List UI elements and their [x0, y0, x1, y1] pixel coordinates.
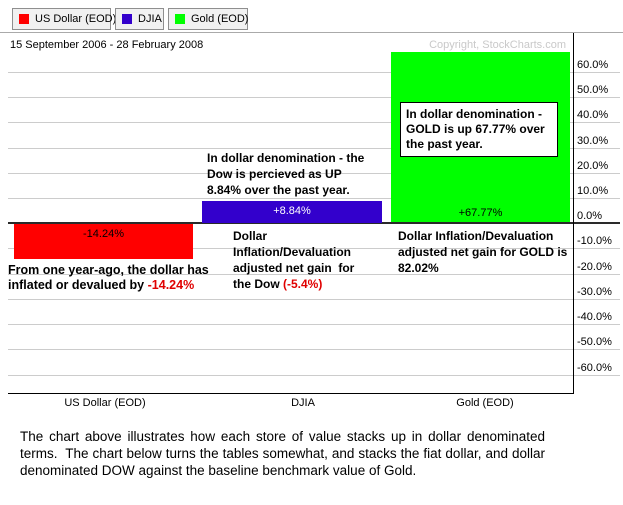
- annotation-line: In dollar denomination - the: [207, 151, 365, 165]
- x-axis-line: [8, 393, 574, 394]
- legend-button-djia[interactable]: DJIA: [115, 8, 164, 30]
- zero-line: [8, 222, 620, 224]
- annotation-line: 82.02%: [398, 261, 439, 275]
- bar-value-label: -14.24%: [83, 228, 124, 240]
- gridline-20: [8, 173, 620, 174]
- annotation-dollar-devaluation: From one year-ago, the dollar has inflat…: [8, 263, 209, 293]
- footer-description-paragraph: The chart above illustrates how each sto…: [20, 429, 549, 478]
- annotation-text: the Dow: [233, 277, 283, 291]
- annotation-text: inflated or devalued by: [8, 278, 148, 292]
- y-tick-label: -40.0%: [577, 311, 612, 323]
- annotation-gold-adjusted-gain: Dollar Inflation/Devaluation adjusted ne…: [398, 228, 567, 276]
- annotation-line: 8.84% over the past year.: [207, 183, 350, 197]
- annotation-highlight-value: (-5.4%): [283, 277, 323, 291]
- legend-label: US Dollar (EOD): [35, 13, 117, 25]
- annotation-line: adjusted net gain for: [233, 261, 355, 275]
- y-tick-label: 40.0%: [577, 109, 609, 121]
- y-tick-label: -50.0%: [577, 336, 612, 348]
- annotation-dow-perception: In dollar denomination - the Dow is perc…: [207, 150, 364, 198]
- gridline-neg40: [8, 324, 620, 325]
- gridline-neg30: [8, 299, 620, 300]
- y-tick-label: -10.0%: [577, 235, 612, 247]
- us-dollar-color-swatch-icon: [19, 14, 29, 24]
- gridline-60: [8, 72, 620, 73]
- gridline-40: [8, 122, 620, 123]
- gridline-50: [8, 97, 620, 98]
- annotation-line: Dow is percieved as UP: [207, 167, 342, 181]
- annotation-line: In dollar denomination -: [406, 107, 542, 121]
- legend-divider: [0, 32, 623, 33]
- legend-label: DJIA: [138, 13, 162, 25]
- x-label-gold: Gold (EOD): [456, 397, 514, 409]
- y-tick-label: 0.0%: [577, 210, 603, 222]
- y-axis-line: [573, 33, 574, 394]
- bar-value-label: +8.84%: [273, 205, 311, 217]
- y-tick-label: 60.0%: [577, 59, 609, 71]
- annotation-line: adjusted net gain for GOLD is: [398, 245, 568, 259]
- annotation-line: the Dow (-5.4%): [233, 276, 354, 292]
- gridline-30: [8, 148, 620, 149]
- y-tick-label: 30.0%: [577, 135, 609, 147]
- date-range-label: 15 September 2006 - 28 February 2008: [10, 39, 204, 51]
- gridline-neg20: [8, 274, 620, 275]
- bar-djia: +8.84%: [202, 201, 382, 223]
- annotation-gold-callout-box: In dollar denomination - GOLD is up 67.7…: [400, 102, 558, 157]
- legend-label: Gold (EOD): [191, 13, 249, 25]
- y-tick-label: -30.0%: [577, 286, 612, 298]
- annotation-line: Dollar: [233, 229, 268, 243]
- annotation-line: GOLD is up 67.77% over: [406, 122, 545, 136]
- djia-color-swatch-icon: [122, 14, 132, 24]
- annotation-highlight-value: -14.24%: [147, 278, 195, 292]
- annotation-line: Dollar Inflation/Devaluation: [398, 229, 554, 243]
- y-tick-label: 50.0%: [577, 84, 609, 96]
- gridline-neg10: [8, 248, 620, 249]
- annotation-line: Inflation/Devaluation: [233, 245, 352, 259]
- y-tick-label: -60.0%: [577, 362, 612, 374]
- gridline-neg60: [8, 375, 620, 376]
- annotation-line: the past year.: [406, 137, 483, 151]
- bar-us-dollar: -14.24%: [14, 224, 193, 259]
- x-label-djia: DJIA: [291, 397, 315, 409]
- annotation-line: From one year-ago, the dollar has: [8, 263, 209, 277]
- bar-value-label: +67.77%: [458, 207, 503, 219]
- y-tick-label: -20.0%: [577, 261, 612, 273]
- gold-color-swatch-icon: [175, 14, 185, 24]
- copyright-label: Copyright, StockCharts.com: [429, 39, 566, 51]
- legend-button-us-dollar[interactable]: US Dollar (EOD): [12, 8, 116, 30]
- x-label-us-dollar: US Dollar (EOD): [64, 397, 146, 409]
- gridline-10: [8, 198, 620, 199]
- y-tick-label: 20.0%: [577, 160, 609, 172]
- annotation-dow-adjusted-gain: Dollar Inflation/Devaluation adjusted ne…: [233, 228, 354, 292]
- gridline-neg50: [8, 349, 620, 350]
- legend-button-gold[interactable]: Gold (EOD): [168, 8, 248, 30]
- y-tick-label: 10.0%: [577, 185, 609, 197]
- annotation-line: inflated or devalued by -14.24%: [8, 278, 209, 293]
